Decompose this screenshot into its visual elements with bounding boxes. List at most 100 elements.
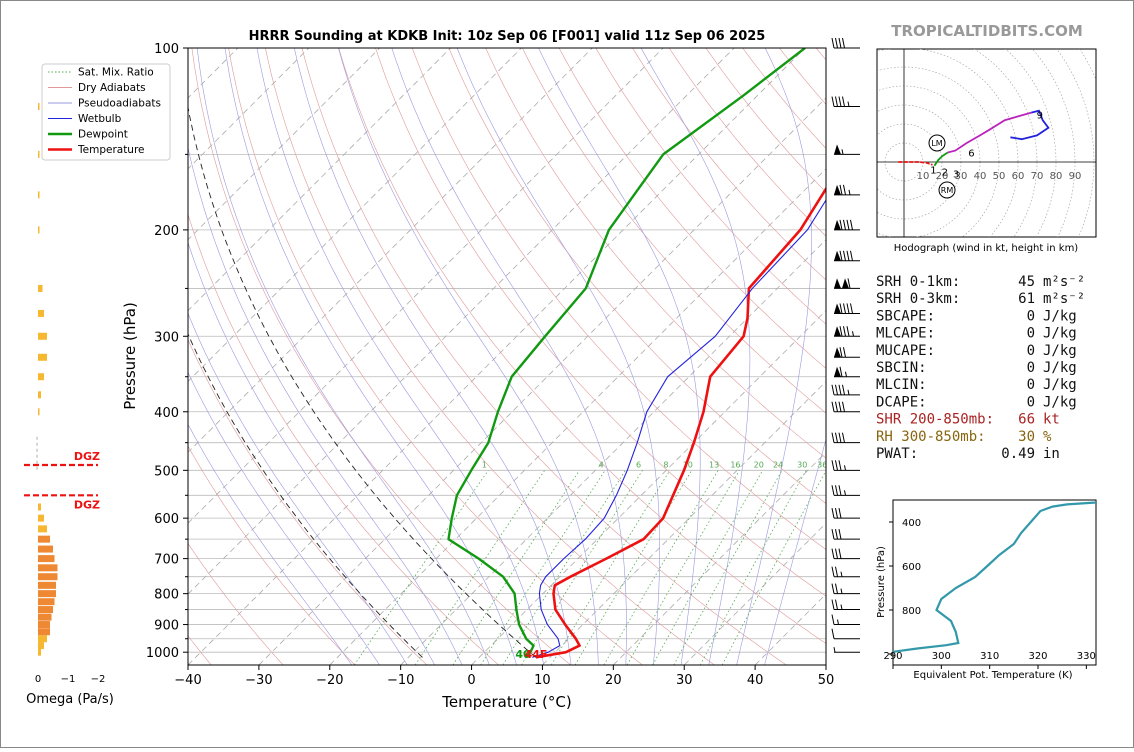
omega-bar — [38, 333, 47, 340]
omega-bar — [38, 573, 58, 580]
hodograph-ring-label: 60 — [1012, 171, 1025, 182]
omega-bar — [38, 515, 44, 522]
omega-xlabel: Omega (Pa/s) — [26, 692, 114, 707]
hodograph-height-label: 2 — [942, 168, 948, 179]
stat-unit: % — [1043, 429, 1052, 445]
omega-bar — [38, 103, 40, 110]
x-tick-label: −30 — [245, 673, 272, 688]
omega-bar — [38, 408, 40, 415]
stat-unit: J/kg — [1043, 343, 1077, 359]
p-tick-label: 500 — [154, 464, 179, 479]
omega-bar — [38, 614, 52, 621]
hodograph-height-label: 6 — [968, 149, 974, 160]
hodograph-ring-label: 40 — [974, 171, 987, 182]
theta-e-xlabel: Equivalent Pot. Temperature (K) — [913, 670, 1072, 681]
skewt-ylabel: Pressure (hPa) — [121, 302, 139, 410]
storm-motion-rm-label: RM — [941, 186, 954, 195]
mixing-ratio-label: 13 — [709, 460, 719, 469]
omega-bar — [38, 606, 53, 613]
stat-value: 0 — [1027, 394, 1035, 410]
p-tick-label: 600 — [154, 512, 179, 527]
hodograph-ring-label: 70 — [1031, 171, 1044, 182]
mixing-ratio-label: 1 — [482, 460, 487, 469]
legend-label: Temperature — [77, 144, 145, 156]
legend-label: Dry Adiabats — [78, 82, 146, 94]
stat-unit: J/kg — [1043, 360, 1077, 376]
stat-value: 0 — [1027, 326, 1035, 342]
theta-e-frame — [893, 500, 1096, 665]
hodograph-height-label: 1 — [930, 166, 936, 177]
stat-unit: m²s⁻² — [1043, 274, 1085, 290]
stat-value: 0 — [1027, 360, 1035, 376]
stat-unit: m²s⁻² — [1043, 291, 1085, 307]
p-tick-label: 200 — [154, 224, 179, 239]
skewt-xlabel: Temperature (°C) — [441, 693, 571, 711]
omega-bar — [38, 310, 44, 317]
omega-bar — [38, 536, 50, 543]
mixing-ratio-label: 20 — [754, 460, 764, 469]
theta-e-y-tick-label: 400 — [902, 518, 921, 529]
stat-label: MUCAPE: — [876, 343, 935, 359]
x-tick-label: −10 — [387, 673, 414, 688]
omega-bar — [38, 191, 40, 198]
omega-bar — [38, 503, 41, 510]
theta-e-x-tick-label: 320 — [1028, 651, 1047, 662]
stat-value: 45 — [1018, 274, 1035, 290]
stat-row: RH 300-850mb:30% — [876, 429, 1052, 445]
omega-bar — [38, 525, 47, 532]
mixing-ratio-label: 4 — [599, 460, 604, 469]
stat-unit: J/kg — [1043, 308, 1077, 324]
stat-unit: J/kg — [1043, 394, 1077, 410]
omega-bar — [38, 555, 55, 562]
omega-tick-label: 0 — [35, 674, 41, 685]
stat-value: 0 — [1027, 308, 1035, 324]
x-tick-label: −40 — [174, 673, 201, 688]
mixing-ratio-label: 6 — [636, 460, 641, 469]
p-tick-label: 300 — [154, 330, 179, 345]
x-tick-label: 50 — [818, 673, 835, 688]
storm-motion-lm-label: LM — [931, 139, 942, 148]
mixing-ratio-label: 16 — [730, 460, 740, 469]
theta-e-x-tick-label: 310 — [980, 651, 999, 662]
stat-label: SHR 200-850mb: — [876, 412, 994, 428]
stat-label: PWAT: — [876, 446, 918, 462]
watermark: TROPICALTIDBITS.COM — [891, 22, 1083, 40]
hodograph-caption: Hodograph (wind in kt, height in km) — [894, 243, 1079, 254]
x-tick-label: 30 — [676, 673, 693, 688]
legend-label: Sat. Mix. Ratio — [78, 67, 154, 79]
figure-title: HRRR Sounding at KDKB Init: 10z Sep 06 [… — [249, 29, 766, 44]
p-tick-label: 700 — [154, 553, 179, 568]
omega-bar — [38, 628, 50, 635]
omega-bar — [38, 598, 55, 605]
hodograph-ring-label: 80 — [1050, 171, 1063, 182]
stat-label: SRH 0-1km: — [876, 274, 960, 290]
theta-e-x-tick-label: 330 — [1077, 651, 1096, 662]
omega-bar — [38, 564, 58, 571]
lcl-label-f: 44F — [525, 648, 548, 661]
stat-value: 66 — [1018, 412, 1035, 428]
hodograph-height-label: 9 — [1037, 111, 1043, 122]
omega-bar — [38, 649, 41, 656]
hodograph-ring-label: 10 — [917, 171, 930, 182]
omega-bar — [38, 621, 50, 628]
stat-label: SBCAPE: — [876, 308, 935, 324]
x-tick-label: 20 — [605, 673, 622, 688]
omega-bar — [38, 642, 44, 649]
omega-tick-label: −2 — [91, 674, 106, 685]
stat-value: 0 — [1027, 377, 1035, 393]
omega-bar — [38, 582, 56, 589]
stat-label: DCAPE: — [876, 394, 927, 410]
theta-e-x-tick-label: 300 — [932, 651, 951, 662]
mixing-ratio-label: 30 — [797, 460, 807, 469]
x-tick-label: 10 — [534, 673, 551, 688]
omega-bar — [38, 354, 47, 361]
stat-unit: J/kg — [1043, 326, 1077, 342]
theta-e-y-tick-label: 800 — [902, 606, 921, 617]
hodograph-height-label: 3 — [953, 169, 959, 180]
stat-unit: J/kg — [1043, 377, 1077, 393]
stat-value: 0 — [1027, 343, 1035, 359]
omega-bar — [38, 151, 40, 158]
stat-label: MLCIN: — [876, 377, 927, 393]
